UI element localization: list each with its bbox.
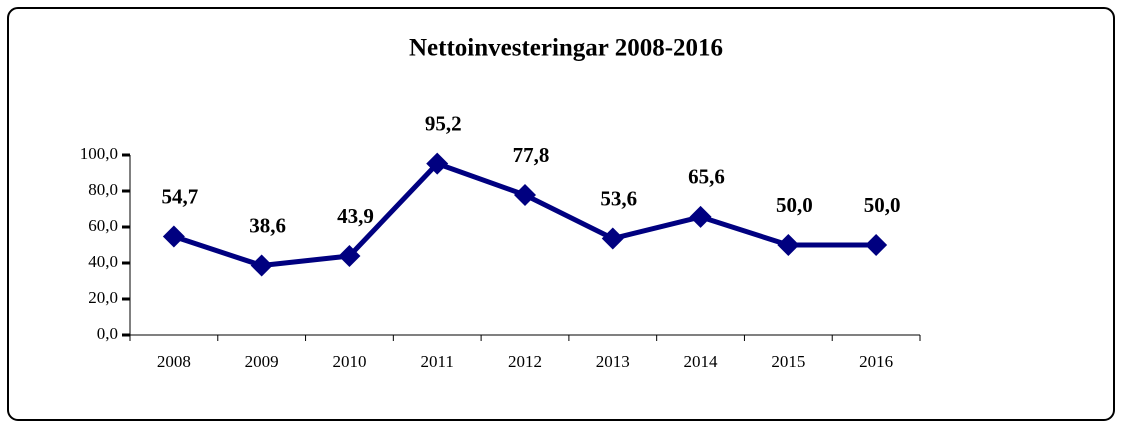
marker: [514, 183, 536, 206]
marker: [865, 234, 888, 256]
y-tick-label: 60,0: [88, 216, 118, 235]
x-tick-label: 2012: [508, 352, 542, 371]
data-label: 50,0: [776, 193, 813, 217]
marker: [338, 244, 361, 267]
marker: [601, 227, 624, 250]
data-label: 54,7: [162, 184, 199, 208]
y-tick-label: 20,0: [88, 288, 118, 307]
marker: [426, 152, 449, 175]
x-tick-label: 2010: [332, 352, 366, 371]
x-tick-label: 2008: [157, 352, 191, 371]
data-label: 50,0: [864, 193, 901, 217]
x-tick-label: 2014: [684, 352, 719, 371]
data-label: 53,6: [600, 186, 637, 210]
x-tick-label: 2013: [596, 352, 630, 371]
data-label: 77,8: [513, 143, 550, 167]
y-tick-label: 40,0: [88, 252, 118, 271]
marker: [777, 234, 800, 256]
chart-title: Nettoinvesteringar 2008-2016: [409, 35, 723, 62]
y-tick-label: 0,0: [97, 324, 118, 343]
marker: [250, 254, 273, 277]
data-label: 65,6: [688, 165, 725, 189]
data-label: 95,2: [425, 111, 462, 135]
y-tick-label: 80,0: [88, 180, 118, 199]
data-label: 38,6: [249, 213, 286, 237]
x-tick-label: 2015: [771, 352, 805, 371]
data-label: 43,9: [337, 204, 374, 228]
marker: [689, 205, 712, 228]
x-tick-label: 2009: [245, 352, 279, 371]
x-tick-label: 2016: [859, 352, 893, 371]
x-tick-label: 2011: [421, 352, 454, 371]
marker: [162, 225, 185, 248]
y-tick-label: 100,0: [80, 144, 118, 163]
